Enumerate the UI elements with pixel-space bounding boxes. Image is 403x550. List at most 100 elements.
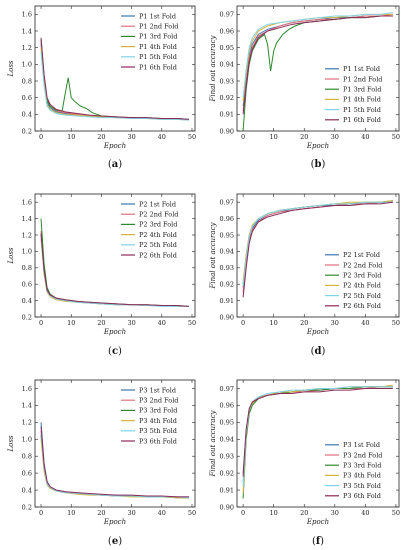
panel-f: 0 10 20 30 40 50 0.90 0.91 0.92 0.93 0.94 0.95 0.96 0… [209, 379, 400, 547]
panel-b: 0 10 20 30 40 50 0.90 0.91 0.92 0.93 0.94 0.95 0.96 0… [209, 5, 400, 170]
panel-d: 0 10 20 30 40 50 0.90 0.91 0.92 0.93 0.94 0.95 0.96 0… [209, 193, 400, 357]
panel-caption: (c) [108, 346, 122, 357]
legend-entry: P3 4th Fold [343, 472, 381, 480]
y-tick-label: 0.97 [220, 385, 234, 393]
y-axis-label: Loss [7, 435, 15, 452]
x-axis-label: Epoch [306, 142, 329, 150]
y-tick-label: 0.2 [22, 313, 32, 321]
y-tick-label: 1.0 [22, 436, 32, 444]
x-tick-label: 30 [127, 133, 135, 141]
y-tick-label: 1.4 [22, 402, 32, 410]
legend-entry: P1 1st Fold [139, 12, 176, 20]
x-tick-label: 40 [361, 509, 369, 517]
y-tick-label: 0.6 [22, 94, 32, 102]
y-tick-label: 1.0 [22, 248, 32, 256]
legend-entry: P1 4th Fold [139, 43, 177, 51]
legend-entry: P1 2nd Fold [139, 23, 178, 31]
x-tick-label: 40 [361, 133, 369, 141]
x-tick-label: 30 [331, 319, 339, 327]
series-group [40, 218, 189, 307]
x-axis-label: Epoch [103, 518, 126, 526]
y-tick-label: 0.90 [220, 503, 234, 511]
legend-entry: P2 4th Fold [343, 282, 381, 290]
y-tick-label: 0.95 [220, 419, 234, 427]
legend-entry: P1 5th Fold [139, 53, 177, 61]
legend: P1 1st Fold P1 2nd Fold P1 3rd Fold P1 4th … [121, 12, 178, 71]
series-line-5 [40, 236, 189, 307]
y-tick-label: 0.93 [220, 453, 234, 461]
legend-entry: P2 5th Fold [343, 292, 381, 300]
legend-entry: P2 3rd Fold [343, 272, 381, 280]
series-line-6 [242, 201, 393, 298]
y-tick-label: 1.2 [22, 44, 32, 52]
y-tick-label: 0.4 [22, 486, 32, 494]
x-tick-label: 30 [331, 133, 339, 141]
y-tick-label: 1.6 [22, 199, 32, 207]
x-tick-label: 0 [241, 509, 245, 517]
legend-entry: P2 4th Fold [139, 231, 177, 239]
x-axis-label: Epoch [103, 142, 126, 150]
x-axis-label: Epoch [306, 328, 329, 336]
x-tick-label: 0 [39, 319, 43, 327]
x-tick-label: 40 [158, 319, 166, 327]
plot-frame [236, 5, 400, 132]
y-tick-label: 1.6 [22, 11, 32, 19]
legend-entry: P1 6th Fold [343, 116, 381, 124]
y-tick-label: 0.91 [220, 486, 234, 494]
y-tick-label: 0.92 [220, 281, 234, 289]
x-tick-label: 20 [300, 133, 308, 141]
legend-entry: P2 3rd Fold [139, 221, 177, 229]
series-group [40, 37, 189, 121]
series-group [242, 200, 393, 298]
y-tick-label: 1.4 [22, 215, 32, 223]
plot-frame [34, 379, 196, 508]
x-tick-label: 0 [39, 133, 43, 141]
legend-entry: P3 1st Fold [139, 386, 176, 394]
x-tick-label: 40 [158, 133, 166, 141]
x-tick-label: 10 [270, 509, 278, 517]
y-tick-label: 0.6 [22, 469, 32, 477]
series-line-4 [40, 439, 189, 499]
x-tick-label: 50 [188, 133, 196, 141]
y-tick-label: 0.4 [22, 111, 32, 119]
legend-entry: P3 4th Fold [139, 417, 177, 425]
legend-entry: P1 2nd Fold [343, 75, 382, 83]
legend-entry: P3 6th Fold [343, 492, 381, 500]
y-tick-label: 1.6 [22, 385, 32, 393]
y-axis-label: Final out accuracy [209, 221, 217, 289]
legend-entry: P1 1st Fold [343, 65, 380, 73]
x-tick-label: 20 [97, 509, 105, 517]
plot-frame [236, 193, 400, 318]
series-line-6 [40, 37, 189, 120]
y-tick-label: 0.8 [22, 77, 32, 85]
y-tick-label: 1.2 [22, 419, 32, 427]
legend-entry: P1 5th Fold [343, 106, 381, 114]
legend-entry: P2 6th Fold [139, 251, 177, 259]
legend-entry: P3 2nd Fold [139, 397, 178, 405]
x-tick-label: 20 [300, 509, 308, 517]
x-tick-label: 30 [127, 509, 135, 517]
x-tick-label: 10 [67, 133, 75, 141]
series-line-6 [242, 387, 393, 477]
series-group [242, 12, 393, 131]
y-axis-label: Final out accuracy [209, 409, 217, 477]
legend-entry: P3 1st Fold [343, 441, 380, 449]
legend-entry: P1 3rd Fold [343, 86, 381, 94]
legend-entry: P2 2nd Fold [343, 261, 382, 269]
y-axis-label: Final out accuracy [209, 34, 217, 102]
x-tick-label: 0 [241, 133, 245, 141]
series-line-4 [40, 239, 189, 307]
y-tick-label: 1.0 [22, 61, 32, 69]
x-tick-label: 0 [241, 319, 245, 327]
y-tick-label: 0.94 [220, 248, 234, 256]
panel-caption: (b) [311, 159, 326, 170]
legend-entry: P3 6th Fold [139, 437, 177, 445]
series-line-1 [242, 386, 393, 474]
y-tick-label: 0.94 [220, 436, 234, 444]
y-tick-label: 0.92 [220, 469, 234, 477]
panel-caption: (d) [311, 346, 326, 357]
legend-entry: P3 5th Fold [343, 482, 381, 490]
y-axis-label: Loss [7, 247, 15, 264]
x-tick-label: 10 [67, 319, 75, 327]
panel-caption: (f) [312, 536, 324, 547]
